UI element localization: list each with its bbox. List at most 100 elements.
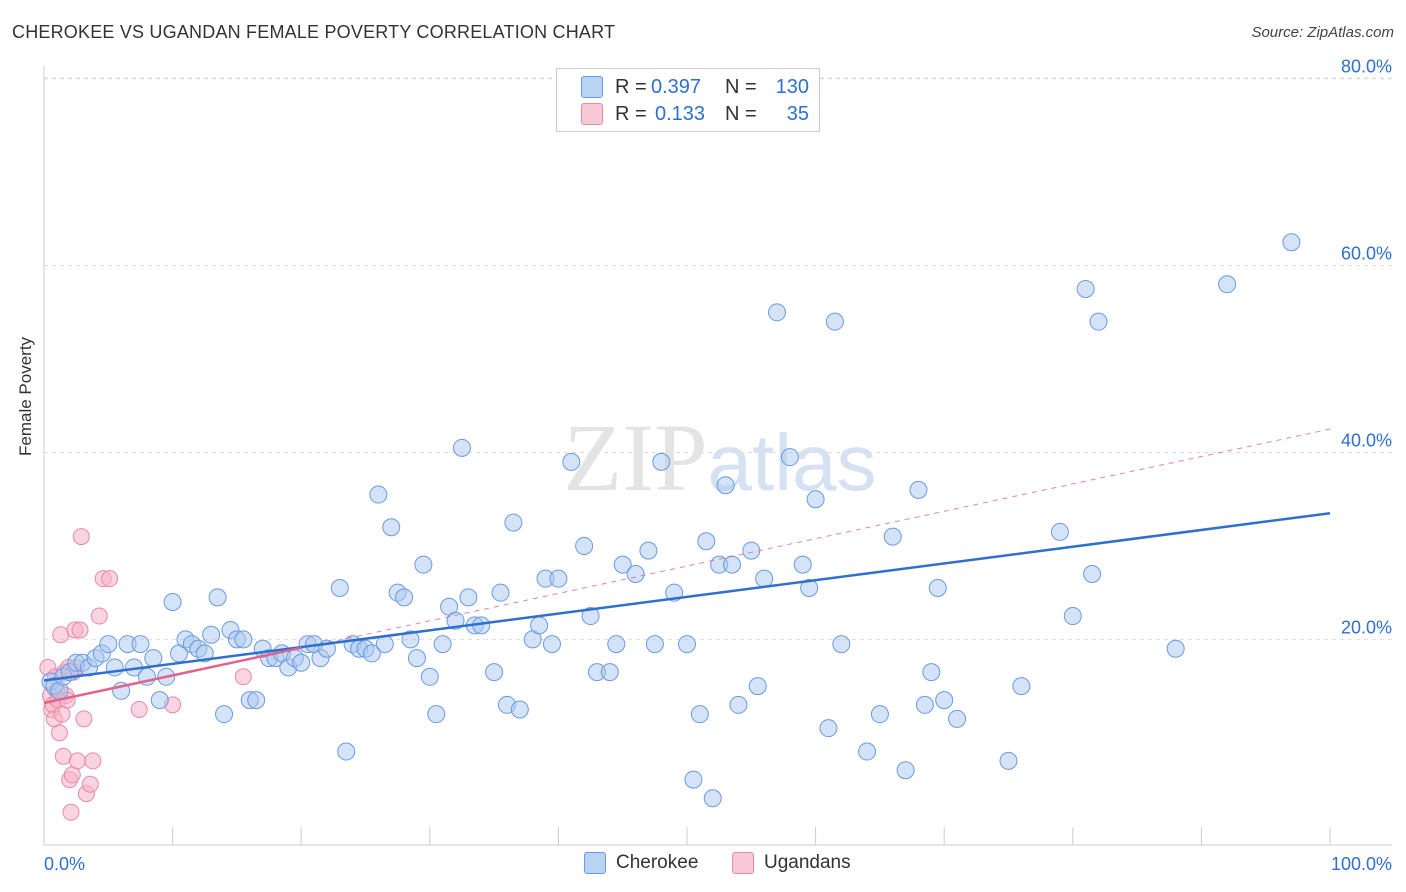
ugandans-point [62,803,80,821]
legend-r-value: 0.397 [651,75,702,98]
y-tick-label: 80.0% [1341,57,1392,77]
ugandans-point [72,528,90,546]
cherokee-point [433,635,452,654]
cherokee-point [883,527,902,546]
cherokee-point [395,588,414,607]
cherokee-point [703,789,722,808]
ugandans-point [130,700,148,718]
cherokee-point [1012,677,1031,696]
ugandans-point [90,607,108,625]
cherokee-point [645,635,664,654]
cherokee-point [1218,275,1237,294]
legend-r-label: R = [615,102,647,125]
cherokee-point [948,709,967,728]
cherokee-point [362,644,381,663]
cherokee-point [748,677,767,696]
cherokee-point [800,579,819,598]
ugandans-legend-swatch [732,852,754,874]
cherokee-point [202,625,221,644]
cherokee-point [1083,564,1102,583]
cherokee-point [414,555,433,574]
ugandans-point [68,752,86,770]
cherokee-point [382,518,401,537]
legend-r-label: R = [615,75,647,98]
legend-n-value: 35 [786,102,809,125]
chart-title: CHEROKEE VS UGANDAN FEMALE POVERTY CORRE… [12,22,616,42]
ugandans-point [84,752,102,770]
x-tick-label: 100.0% [1331,854,1392,874]
cherokee-point [825,312,844,331]
stats-legend: R = 0.397 N = 130 R = 0.133 N = 35 [556,68,820,132]
cherokee-legend-swatch [584,852,606,874]
cherokee-point [247,691,266,710]
cherokee-point [215,705,234,724]
cherokee-point [1166,639,1185,658]
cherokee-point [195,644,214,663]
ugandans-point [52,626,70,644]
cherokee-point [684,770,703,789]
ugandans-point [234,668,252,686]
ugandans-point [75,710,93,728]
cherokee-point [607,635,626,654]
cherokee-point [337,742,356,761]
cherokee-point [870,705,889,724]
cherokee-point [806,490,825,509]
cherokee-point [896,761,915,780]
cherokee-point [369,485,388,504]
cherokee-point [832,635,851,654]
bottom-legend-cherokee: Cherokee [584,852,698,874]
cherokee-point [150,691,169,710]
cherokee-point [208,588,227,607]
cherokee-point [793,555,812,574]
cherokee-point [562,452,581,471]
cherokee-point [234,630,253,649]
cherokee-point [716,476,735,495]
cherokee-point [690,705,709,724]
cherokee-point [105,658,124,677]
cherokee-point [928,579,947,598]
legend-row-ugandans: R = 0.133 N = 35 [581,102,809,126]
ugandans-point [50,724,68,742]
cherokee-points [41,233,1301,808]
bottom-legend-ugandans: Ugandans [732,852,851,874]
cherokee-point [652,452,671,471]
cherokee-point [858,742,877,761]
ugandans-point [81,775,99,793]
cherokee-point [723,555,742,574]
cherokee-point [742,541,761,560]
cherokee-point [530,616,549,635]
cherokee-point [1076,279,1095,298]
cherokee-point [491,583,510,602]
cherokee-point [510,700,529,719]
legend-n-label: N = [725,102,757,125]
y-tick-label: 40.0% [1341,431,1392,451]
y-tick-label: 20.0% [1341,617,1392,637]
cherokee-point [427,705,446,724]
cherokee-point [909,480,928,499]
cherokee-point [819,719,838,738]
cherokee-swatch [581,76,603,98]
zipatlas-watermark: ZIPatlas [564,404,877,511]
ugandans-swatch [581,103,603,125]
cherokee-point [1089,312,1108,331]
cherokee-point [1050,522,1069,541]
ugandans-trend-line [43,646,302,705]
cherokee-point [1063,607,1082,626]
cherokee-point [292,653,311,672]
cherokee-point [581,607,600,626]
cherokee-point [330,579,349,598]
cherokee-point [163,593,182,612]
cherokee-point [678,635,696,654]
cherokee-point [401,630,420,649]
cherokee-point [504,513,523,532]
cherokee-point [999,751,1018,770]
cherokee-point [626,564,645,583]
cherokee-point [575,536,594,555]
cherokee-point [420,667,439,686]
ugandans-point [54,747,72,765]
x-tick-label: 0.0% [44,854,85,874]
cherokee-point [446,611,465,630]
ugandans-point [101,570,119,588]
cherokee-point [131,635,150,654]
